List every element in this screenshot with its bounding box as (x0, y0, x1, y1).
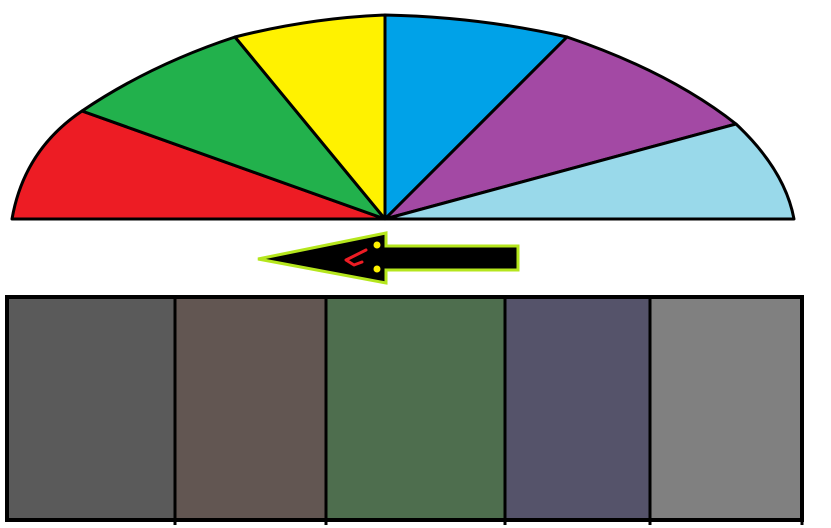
arrow-dot-bottom (373, 265, 381, 273)
arrow-red-mark (344, 248, 368, 267)
blue-wedge (383, 13, 569, 221)
swatch-dark-green (326, 297, 505, 520)
yellow-wedge (233, 13, 387, 221)
swatch-dark-gray (7, 297, 175, 520)
light-blue-wedge (383, 122, 796, 221)
swatch-brown-gray (175, 297, 326, 520)
swatch-frame (5, 295, 804, 522)
swatch-strip (5, 295, 804, 525)
swatch-slate-blue (505, 297, 650, 520)
red-wedge (10, 109, 387, 221)
left-arrow-icon (257, 231, 520, 285)
purple-wedge (383, 35, 738, 221)
color-fan (10, 13, 796, 221)
arrow-dot-top (373, 241, 381, 249)
swatch-gray (650, 297, 802, 520)
arrow-body (257, 231, 520, 285)
green-wedge (80, 35, 387, 221)
